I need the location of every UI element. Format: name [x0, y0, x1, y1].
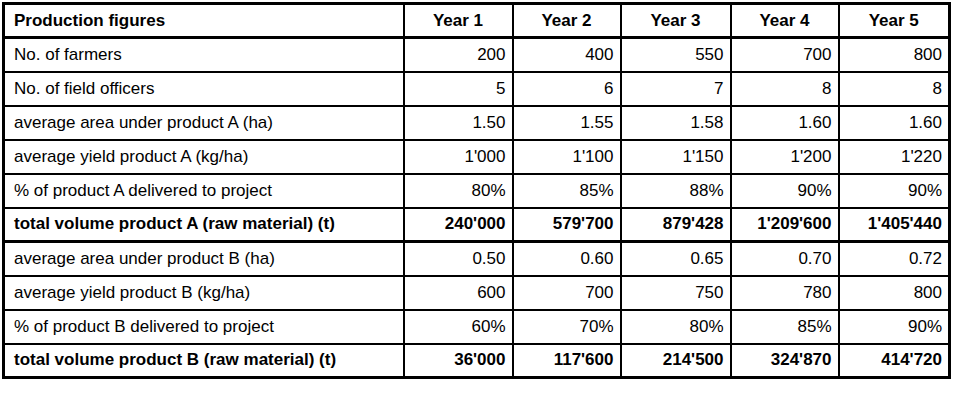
value-cell: 36'000	[404, 344, 513, 378]
row-label: average area under product B (ha)	[4, 242, 404, 276]
value-cell: 800	[839, 276, 950, 310]
table-row-total-product-b: total volume product B (raw material) (t…	[4, 344, 950, 378]
value-cell: 0.60	[513, 242, 621, 276]
header-year-2: Year 2	[513, 4, 621, 38]
value-cell: 1.60	[839, 106, 950, 140]
table-row-area-product-b: average area under product B (ha) 0.50 0…	[4, 242, 950, 276]
value-cell: 1'150	[621, 140, 731, 174]
row-label: No. of field officers	[4, 72, 404, 106]
table-row-yield-product-b: average yield product B (kg/ha) 600 700 …	[4, 276, 950, 310]
value-cell: 700	[731, 38, 839, 72]
row-label: total volume product B (raw material) (t…	[4, 344, 404, 378]
row-label: No. of farmers	[4, 38, 404, 72]
table-row-yield-product-a: average yield product A (kg/ha) 1'000 1'…	[4, 140, 950, 174]
value-cell: 6	[513, 72, 621, 106]
row-label: average area under product A (ha)	[4, 106, 404, 140]
value-cell: 400	[513, 38, 621, 72]
header-year-3: Year 3	[621, 4, 731, 38]
table-row-farmers: No. of farmers 200 400 550 700 800	[4, 38, 950, 72]
value-cell: 5	[404, 72, 513, 106]
value-cell: 324'870	[731, 344, 839, 378]
table-row-area-product-a: average area under product A (ha) 1.50 1…	[4, 106, 950, 140]
value-cell: 780	[731, 276, 839, 310]
value-cell: 1.50	[404, 106, 513, 140]
value-cell: 0.50	[404, 242, 513, 276]
value-cell: 700	[513, 276, 621, 310]
value-cell: 80%	[404, 174, 513, 208]
value-cell: 0.65	[621, 242, 731, 276]
value-cell: 879'428	[621, 208, 731, 242]
value-cell: 8	[839, 72, 950, 106]
value-cell: 414'720	[839, 344, 950, 378]
row-label: total volume product A (raw material) (t…	[4, 208, 404, 242]
value-cell: 85%	[513, 174, 621, 208]
row-label: average yield product A (kg/ha)	[4, 140, 404, 174]
value-cell: 8	[731, 72, 839, 106]
value-cell: 240'000	[404, 208, 513, 242]
value-cell: 80%	[621, 310, 731, 344]
value-cell: 1'405'440	[839, 208, 950, 242]
value-cell: 0.70	[731, 242, 839, 276]
value-cell: 88%	[621, 174, 731, 208]
table-row-delivered-product-b: % of product B delivered to project 60% …	[4, 310, 950, 344]
table-title-cell: Production figures	[4, 4, 404, 38]
value-cell: 1'200	[731, 140, 839, 174]
value-cell: 1'000	[404, 140, 513, 174]
value-cell: 550	[621, 38, 731, 72]
value-cell: 90%	[731, 174, 839, 208]
page-background: Production figures Year 1 Year 2 Year 3 …	[0, 0, 960, 419]
value-cell: 117'600	[513, 344, 621, 378]
row-label: % of product A delivered to project	[4, 174, 404, 208]
value-cell: 1'100	[513, 140, 621, 174]
value-cell: 70%	[513, 310, 621, 344]
value-cell: 1'209'600	[731, 208, 839, 242]
value-cell: 90%	[839, 174, 950, 208]
value-cell: 7	[621, 72, 731, 106]
header-year-4: Year 4	[731, 4, 839, 38]
value-cell: 200	[404, 38, 513, 72]
value-cell: 1.60	[731, 106, 839, 140]
value-cell: 214'500	[621, 344, 731, 378]
value-cell: 60%	[404, 310, 513, 344]
table-header-row: Production figures Year 1 Year 2 Year 3 …	[4, 4, 950, 38]
value-cell: 600	[404, 276, 513, 310]
value-cell: 1.58	[621, 106, 731, 140]
value-cell: 85%	[731, 310, 839, 344]
value-cell: 1.55	[513, 106, 621, 140]
row-label: average yield product B (kg/ha)	[4, 276, 404, 310]
production-figures-table: Production figures Year 1 Year 2 Year 3 …	[2, 2, 951, 379]
value-cell: 1'220	[839, 140, 950, 174]
value-cell: 800	[839, 38, 950, 72]
row-label: % of product B delivered to project	[4, 310, 404, 344]
header-year-1: Year 1	[404, 4, 513, 38]
value-cell: 0.72	[839, 242, 950, 276]
table-row-field-officers: No. of field officers 5 6 7 8 8	[4, 72, 950, 106]
value-cell: 90%	[839, 310, 950, 344]
header-year-5: Year 5	[839, 4, 950, 38]
table-row-delivered-product-a: % of product A delivered to project 80% …	[4, 174, 950, 208]
table-row-total-product-a: total volume product A (raw material) (t…	[4, 208, 950, 242]
value-cell: 750	[621, 276, 731, 310]
value-cell: 579'700	[513, 208, 621, 242]
